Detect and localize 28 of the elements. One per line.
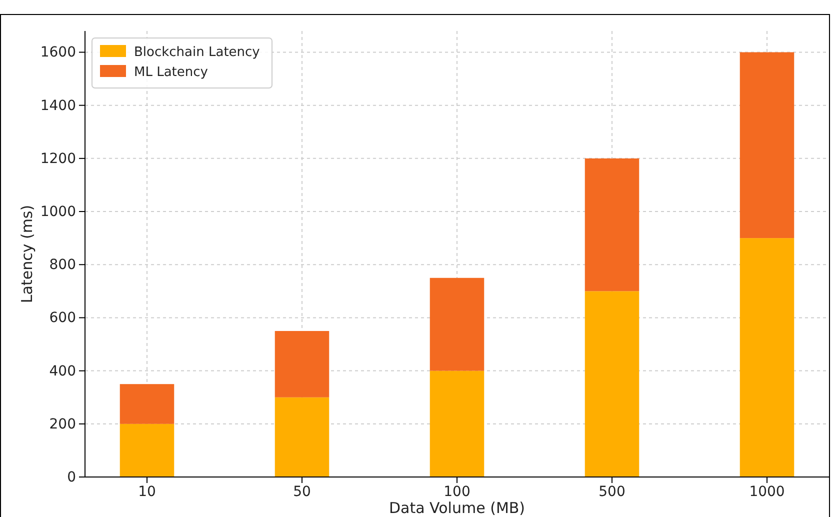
bar: [740, 52, 794, 238]
x-axis-title: Data Volume (MB): [388, 499, 526, 517]
x-tick-label: 10: [138, 484, 156, 500]
bar: [274, 397, 330, 477]
legend-label: Blockchain Latency: [134, 45, 260, 60]
bar: [584, 291, 640, 477]
bar: [584, 158, 640, 292]
bar: [430, 370, 484, 477]
bar: [740, 238, 794, 477]
y-tick-label: 1000: [40, 204, 76, 220]
bar: [120, 424, 174, 477]
bar: [430, 278, 484, 371]
x-tick-label: 1000: [749, 484, 785, 500]
x-tick-label: 50: [293, 484, 311, 500]
y-tick-label: 600: [49, 310, 76, 326]
y-tick-label: 1200: [40, 150, 76, 167]
bar: [274, 330, 330, 398]
y-tick-label: 1600: [40, 44, 76, 61]
x-tick-label: 100: [444, 484, 470, 500]
y-tick-label: 1400: [40, 98, 76, 114]
legend-label: ML Latency: [134, 65, 208, 80]
y-tick-label: 800: [49, 257, 76, 274]
y-tick-label: 400: [49, 363, 76, 380]
y-axis-title: Latency (ms): [18, 204, 36, 304]
bar: [120, 384, 174, 424]
y-tick-label: 0: [67, 469, 76, 486]
y-tick-label: 200: [49, 416, 76, 432]
x-tick-label: 500: [598, 484, 626, 500]
